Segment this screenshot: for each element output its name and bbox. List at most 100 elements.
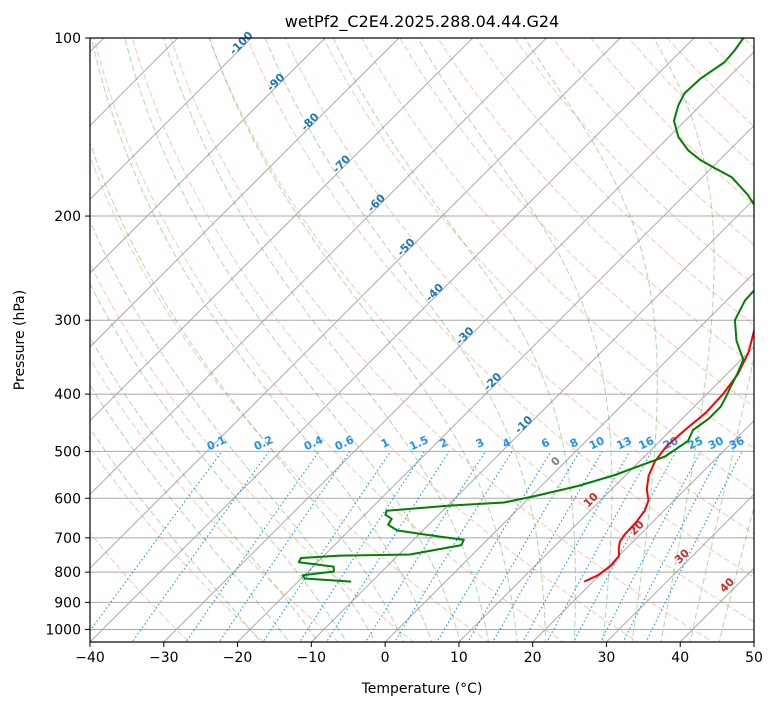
dry-adiabat-label: -20 bbox=[481, 370, 504, 393]
plot-frame bbox=[89, 37, 755, 643]
dry-adiabat bbox=[743, 38, 754, 50]
mixing-ratio-line bbox=[131, 451, 270, 642]
y-axis-title: Pressure (hPa) bbox=[12, 290, 28, 390]
chart-title: wetPf2_C2E4.2025.288.04.44.G24 bbox=[285, 12, 559, 32]
isotherm-line bbox=[90, 38, 253, 201]
mixing-ratio-label: 30 bbox=[706, 434, 726, 452]
x-tick-label: 20 bbox=[524, 650, 542, 666]
moist-adiabat bbox=[90, 219, 376, 642]
mixing-ratio-label: 36 bbox=[727, 434, 747, 452]
mixing-ratio-line bbox=[393, 451, 513, 642]
moist-adiabat bbox=[124, 38, 461, 642]
y-axis: 1000 900 800 700 600 500 400 300 200 100 bbox=[45, 31, 90, 638]
x-tick-label: −10 bbox=[297, 650, 327, 666]
y-tick-label: 400 bbox=[54, 387, 81, 403]
moist-adiabat bbox=[90, 384, 291, 642]
dry-adiabat bbox=[170, 38, 714, 642]
isotherm-line bbox=[90, 38, 474, 422]
moist-adiabat bbox=[689, 355, 754, 642]
mixing-ratio-line bbox=[522, 451, 631, 642]
moist-adiabat bbox=[90, 282, 348, 642]
moist-adiabat bbox=[90, 427, 262, 642]
isotherm-line bbox=[90, 38, 326, 274]
dry-adiabat-label: -50 bbox=[394, 235, 417, 258]
y-tick-label: 100 bbox=[54, 31, 81, 47]
dry-adiabat bbox=[322, 38, 754, 492]
dry-adiabat bbox=[628, 38, 754, 167]
background-lines bbox=[90, 38, 754, 642]
moist-adiabat bbox=[90, 336, 319, 642]
mixing-ratio-line bbox=[90, 451, 223, 632]
y-tick-label: 200 bbox=[54, 209, 81, 225]
dry-adiabat bbox=[90, 155, 490, 642]
moist-adiabat bbox=[163, 38, 490, 642]
mixing-ratio-line bbox=[467, 451, 581, 642]
x-tick-label: −40 bbox=[75, 650, 105, 666]
data-series bbox=[297, 38, 754, 583]
x-tick-label: 30 bbox=[598, 650, 616, 666]
dry-adiabat bbox=[475, 38, 754, 326]
mixing-ratio-label: 0.6 bbox=[333, 433, 356, 453]
isotherm-line bbox=[90, 38, 400, 348]
mixing-ratio-line bbox=[546, 451, 653, 642]
dry-adiabat-label: -90 bbox=[264, 70, 287, 93]
x-axis-title: Temperature (°C) bbox=[361, 681, 483, 697]
mixing-ratio-label: 1 bbox=[379, 436, 391, 451]
x-tick-label: 10 bbox=[450, 650, 468, 666]
moist-adiabat bbox=[332, 38, 576, 642]
dry-adiabat bbox=[131, 38, 639, 642]
mixing-ratio-label: 3 bbox=[474, 436, 486, 451]
mixing-ratio-label: 2 bbox=[437, 436, 449, 451]
y-tick-label: 800 bbox=[54, 565, 81, 581]
dry-adiabat bbox=[513, 38, 754, 286]
mixing-ratio-label: 1.5 bbox=[407, 433, 430, 453]
dry-adiabat bbox=[246, 38, 754, 578]
moist-adiabat-label: 40 bbox=[717, 575, 737, 595]
x-axis: −40 −30 −20 −10 0 10 20 30 40 50 bbox=[75, 642, 763, 666]
moist-adiabat bbox=[90, 141, 405, 642]
mixing-ratio-label: 16 bbox=[637, 434, 657, 452]
dry-adiabat bbox=[208, 38, 754, 623]
dry-adiabat-label: -10 bbox=[512, 413, 535, 436]
dry-adiabat-label: -70 bbox=[330, 152, 353, 175]
dry-adiabat-label: -60 bbox=[365, 191, 388, 214]
mixing-ratio-line bbox=[298, 451, 425, 642]
adiabat-labels: 0.1 0.2 0.4 0.6 1 1.5 2 3 4 6 8 10 13 16 20 25 30 36-100-… bbox=[205, 29, 747, 596]
isotherm-line bbox=[90, 38, 621, 569]
isotherm-line bbox=[531, 419, 754, 642]
x-tick-label: 40 bbox=[671, 650, 689, 666]
isotherm-line bbox=[90, 38, 179, 127]
y-tick-label: 500 bbox=[54, 444, 81, 460]
isotherm-line bbox=[384, 272, 754, 642]
isotherm-line bbox=[753, 641, 754, 642]
isotherm-line bbox=[458, 346, 754, 642]
dry-adiabat-label: -100 bbox=[227, 29, 256, 58]
mixing-ratio-label: 25 bbox=[686, 434, 705, 452]
mixing-ratio-line bbox=[325, 451, 450, 642]
moist-adiabat bbox=[209, 38, 518, 642]
mixing-ratio-label: 6 bbox=[539, 436, 552, 451]
isotherm-line bbox=[310, 198, 754, 642]
dry-adiabat bbox=[90, 358, 340, 642]
mixing-ratio-label: 0.1 bbox=[205, 433, 228, 453]
dry-adiabat-label: -30 bbox=[453, 324, 476, 347]
dry-adiabat bbox=[399, 38, 754, 408]
mixing-ratio-label: 0.4 bbox=[302, 433, 325, 453]
mixing-ratio-line bbox=[622, 451, 722, 642]
mixing-ratio-line bbox=[365, 451, 486, 642]
dry-adiabat bbox=[437, 38, 754, 367]
moist-adiabat bbox=[653, 38, 715, 642]
isotherm-line bbox=[236, 124, 754, 642]
mixing-ratio-label: 10 bbox=[587, 434, 607, 452]
y-tick-label: 700 bbox=[54, 531, 81, 547]
mixing-ratio-label: 4 bbox=[500, 436, 513, 451]
isotherm-line bbox=[90, 38, 695, 642]
mixing-ratio-line bbox=[262, 451, 392, 642]
dry-adiabat bbox=[93, 38, 564, 642]
mixing-ratio-line bbox=[492, 451, 603, 642]
dry-adiabat bbox=[704, 38, 754, 89]
y-tick-label: 1000 bbox=[45, 622, 81, 638]
moist-adiabat bbox=[417, 38, 613, 642]
temperature-line bbox=[583, 326, 754, 583]
